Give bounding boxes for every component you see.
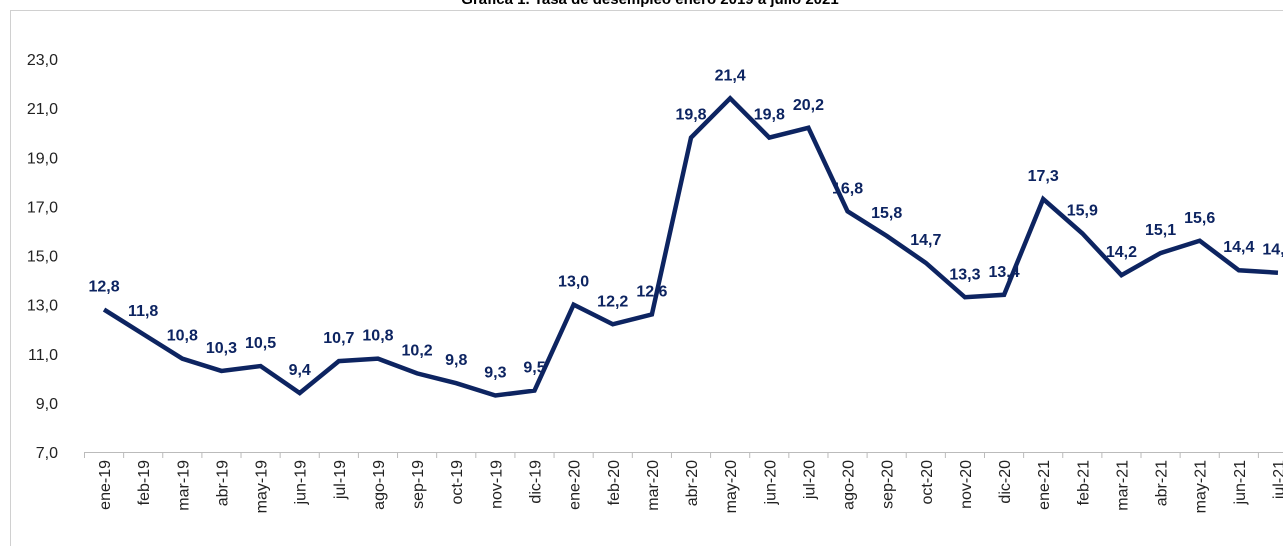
x-tick-label: feb-21 [1075, 460, 1092, 505]
data-label: 13,0 [558, 274, 589, 291]
x-tick-label: jun-21 [1232, 460, 1249, 506]
x-tick-label: abr-21 [1154, 460, 1171, 506]
data-label: 15,8 [871, 205, 902, 222]
y-tick-label: 11,0 [28, 347, 58, 364]
data-line [102, 95, 1279, 398]
data-label: 12,8 [88, 279, 119, 296]
data-label: 10,7 [323, 330, 354, 347]
data-label: 10,8 [167, 328, 198, 345]
data-label: 14,4 [1223, 239, 1254, 256]
data-label: 21,4 [715, 67, 746, 84]
x-tick-label: ago-20 [841, 460, 858, 510]
data-label: 10,3 [206, 340, 237, 357]
x-tick-label: jul-20 [801, 460, 818, 500]
data-label: 13,3 [949, 266, 980, 283]
data-label: 15,9 [1067, 202, 1098, 219]
data-label: 9,3 [484, 365, 506, 382]
y-tick-label: 19,0 [27, 150, 58, 167]
chart-title: Gráfica 1. Tasa de desempleo enero 2019 … [461, 0, 838, 8]
data-label: 15,1 [1145, 222, 1176, 239]
data-label: 14,2 [1106, 244, 1137, 261]
data-label: 9,4 [289, 362, 311, 379]
data-label: 14,7 [910, 232, 941, 249]
data-label: 12,2 [597, 293, 628, 310]
x-tick-label: mar-21 [1114, 460, 1131, 511]
x-tick-label: feb-19 [136, 460, 153, 505]
y-tick-label: 13,0 [27, 298, 58, 315]
x-tick-label: jun-20 [762, 460, 779, 506]
x-tick-label: jul-21 [1271, 460, 1283, 500]
x-tick-label: ene-19 [97, 460, 114, 510]
data-label: 13,4 [988, 264, 1019, 281]
y-tick-label: 15,0 [27, 249, 58, 266]
x-tick-label: oct-20 [919, 460, 936, 505]
x-tick-label: dic-20 [997, 460, 1014, 504]
x-tick-label: mar-19 [175, 460, 192, 511]
x-tick-label: jul-19 [332, 460, 349, 500]
x-tick-label: may-20 [723, 460, 740, 513]
data-label: 10,2 [402, 342, 433, 359]
chart-border [10, 10, 1283, 546]
x-tick-label: nov-20 [958, 460, 975, 509]
data-label: 14,3 [1262, 242, 1283, 259]
x-tick-label: may-19 [254, 460, 271, 513]
data-label: 10,8 [362, 328, 393, 345]
x-tick-label: abr-19 [214, 460, 231, 506]
y-tick-label: 17,0 [27, 199, 58, 216]
x-tick-label: dic-19 [527, 460, 544, 504]
y-tick-label: 9,0 [36, 396, 58, 413]
x-tick-label: jun-19 [293, 460, 310, 506]
data-label: 15,6 [1184, 210, 1215, 227]
x-tick-label: ago-19 [371, 460, 388, 510]
x-tick-label: abr-20 [684, 460, 701, 506]
data-label: 12,6 [636, 283, 667, 300]
data-label: 19,8 [675, 107, 706, 124]
data-label: 9,8 [445, 352, 467, 369]
y-tick-label: 7,0 [36, 445, 58, 462]
data-label: 16,8 [832, 180, 863, 197]
x-tick-label: sep-20 [880, 460, 897, 509]
data-label: 19,8 [754, 107, 785, 124]
x-tick-label: oct-19 [449, 460, 466, 505]
x-tick-label: ene-21 [1036, 460, 1053, 510]
x-tick-label: feb-20 [606, 460, 623, 505]
y-tick-label: 23,0 [27, 52, 58, 69]
data-label: 11,8 [128, 303, 158, 320]
data-label: 17,3 [1028, 168, 1059, 185]
x-tick-label: nov-19 [488, 460, 505, 509]
x-tick-label: mar-20 [645, 460, 662, 511]
data-label: 20,2 [793, 97, 824, 114]
x-tick-label: sep-19 [410, 460, 427, 509]
data-label: 9,5 [523, 360, 545, 377]
x-tick-label: ene-20 [567, 460, 584, 510]
y-tick-label: 21,0 [27, 101, 58, 118]
data-label: 10,5 [245, 335, 276, 352]
x-tick-label: may-21 [1193, 460, 1210, 513]
